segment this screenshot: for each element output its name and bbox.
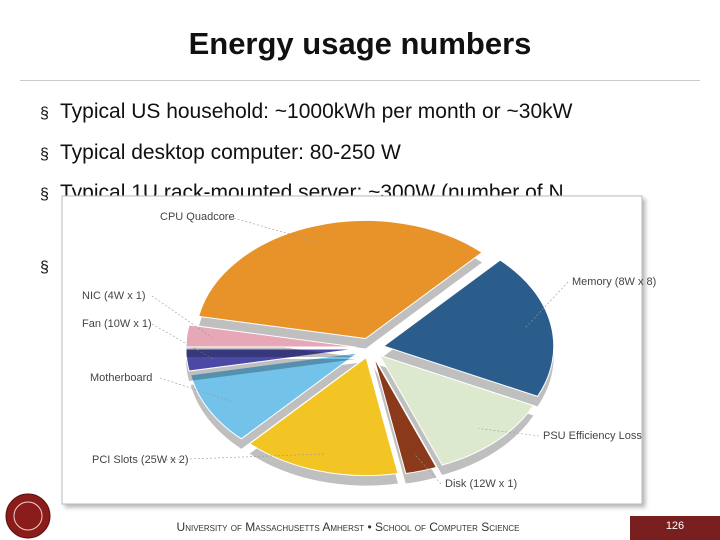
seal: [13, 501, 43, 531]
footer-band: [630, 516, 720, 540]
leader-line: [159, 377, 232, 402]
pie-slice: [198, 219, 483, 340]
leader-line: [151, 323, 213, 359]
leader-line: [413, 453, 442, 485]
footer: University of Massachusetts Amherst • Sc…: [177, 520, 520, 534]
leader-line: [151, 295, 213, 338]
leader-line: [161, 453, 326, 461]
slice-label: CPU Quadcore: [160, 211, 235, 223]
pie-slice: [373, 357, 438, 475]
slice-label: PSU Efficiency Loss: [543, 430, 642, 442]
pie-slice: [382, 259, 555, 397]
bullet: Typical desktop computer: 80-250 W: [40, 141, 401, 165]
pie-slice: [378, 354, 535, 466]
slice-label: NIC (4W x 1): [82, 290, 146, 302]
slice-label: PCI Slots (25W x 2): [92, 454, 189, 466]
slice-label: Motherboard: [90, 372, 152, 384]
slice-label: Memory (8W x 8): [572, 276, 656, 288]
separator: [20, 80, 700, 81]
pie-slice: [185, 324, 357, 348]
pie-slice: [248, 356, 399, 477]
pie-slice: [185, 348, 357, 372]
slice-label: Fan (10W x 1): [82, 318, 152, 330]
page-number: 126: [666, 520, 684, 532]
seal: [5, 493, 51, 539]
slide-title: Energy usage numbers: [188, 26, 532, 61]
bullet: Typical US household: ~1000kWh per month…: [40, 100, 572, 124]
pie-slice: [190, 352, 359, 440]
pie: CPU Quadcore Memory (8W x 8) PSU Efficienc…: [82, 211, 656, 490]
slice-label: Disk (12W x 1): [445, 478, 517, 490]
